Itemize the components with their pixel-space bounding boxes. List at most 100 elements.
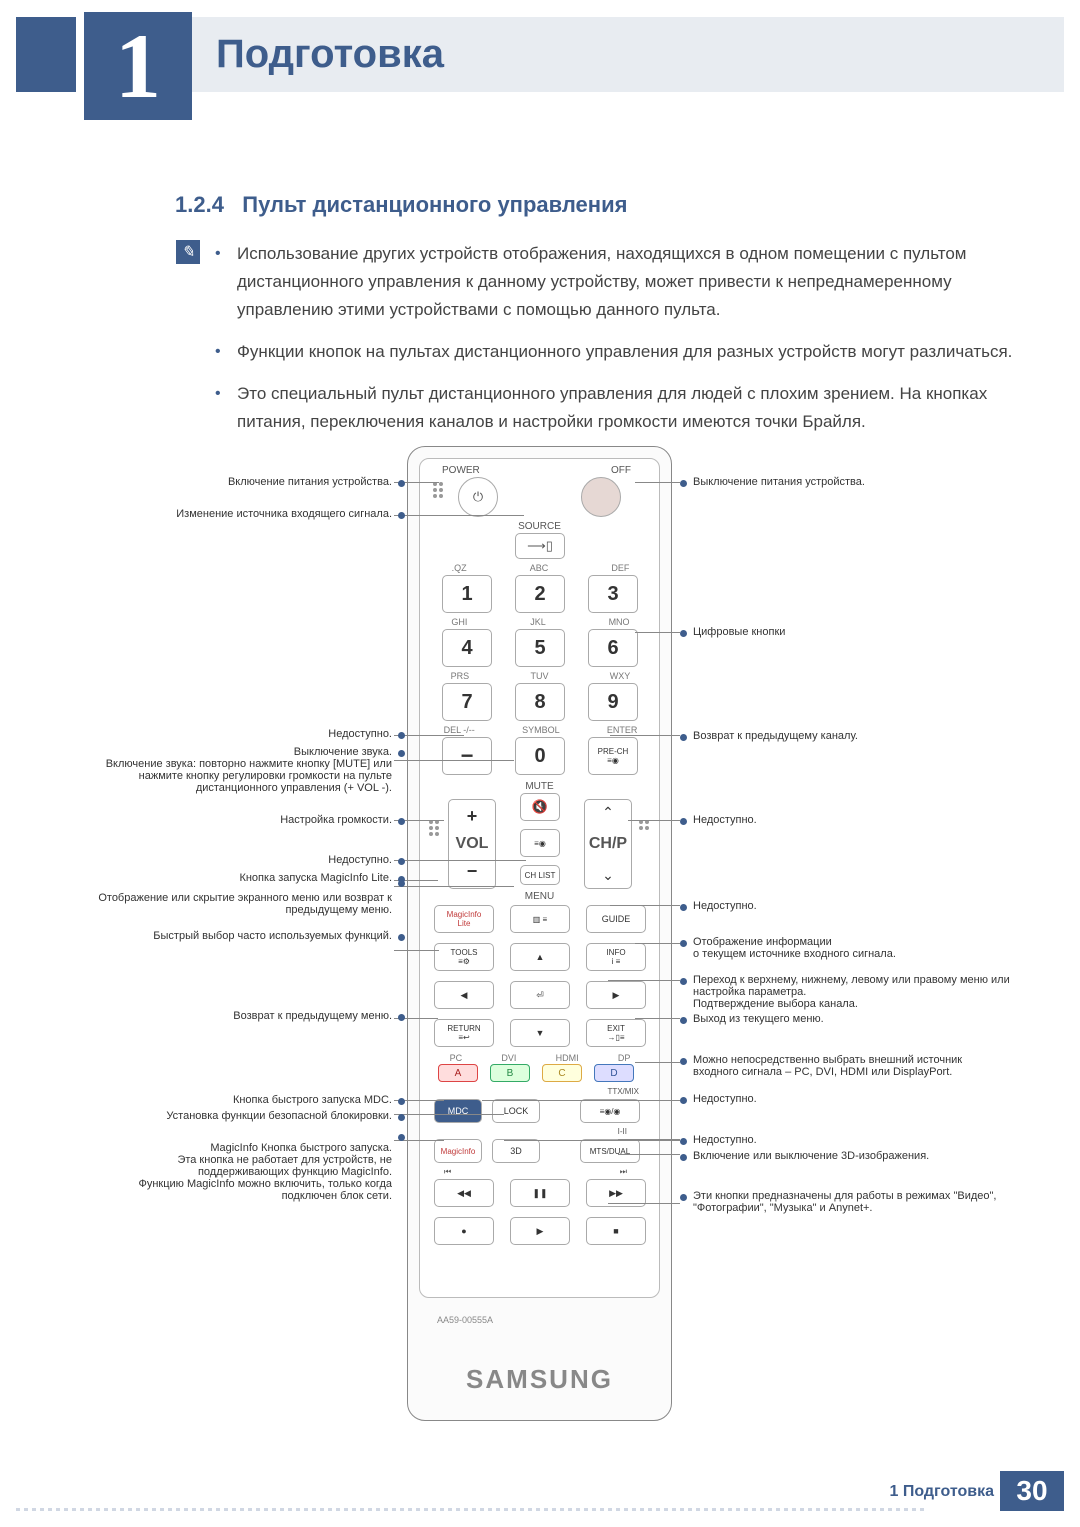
key-4[interactable]: 4 xyxy=(442,629,492,667)
power-icon: ⏻ xyxy=(473,489,483,505)
rewind-button[interactable]: ◀◀ xyxy=(434,1179,494,1207)
footer-chapter-label: 1 Подготовка xyxy=(889,1483,994,1501)
iii-label: I-II xyxy=(618,1127,627,1136)
key-5[interactable]: 5 xyxy=(515,629,565,667)
vol-button[interactable]: + VOL − xyxy=(448,799,496,889)
3d-button[interactable]: 3D xyxy=(492,1139,540,1163)
callout-chlist: Недоступно. xyxy=(328,854,392,866)
callout-ttx: Недоступно. xyxy=(693,1093,757,1105)
note-icon: ✎ xyxy=(176,240,200,264)
footer-stripe xyxy=(16,1508,924,1511)
bullet-list: Использование других устройств отображен… xyxy=(215,240,1025,450)
bullet-item: Использование других устройств отображен… xyxy=(215,240,1025,324)
key-0[interactable]: 0 xyxy=(515,737,565,775)
off-label: OFF xyxy=(611,465,631,476)
return-button[interactable]: RETURN≡↩ xyxy=(434,1019,494,1047)
chapter-number: 1 xyxy=(115,13,161,119)
source-label: SOURCE xyxy=(420,521,659,532)
chlist-button[interactable]: CH LIST xyxy=(520,865,560,885)
key-6[interactable]: 6 xyxy=(588,629,638,667)
nav-left-button[interactable]: ◀ xyxy=(434,981,494,1009)
remote: POWER OFF ⏻ SOURCE ⟶▯ .QZABCDEF 1 2 3 GH… xyxy=(407,440,672,1425)
nav-down-button[interactable]: ▼ xyxy=(510,1019,570,1047)
callout-nav: Переход к верхнему, нижнему, левому или … xyxy=(693,974,1010,1010)
menu-label: MENU xyxy=(420,891,659,902)
callout-power-off: Выключение питания устройства. xyxy=(693,476,865,488)
off-button[interactable] xyxy=(581,477,621,517)
key-minus[interactable]: − xyxy=(442,737,492,775)
callout-tools: Быстрый выбор часто используемых функций… xyxy=(153,930,392,942)
callout-vol: Настройка громкости. xyxy=(280,814,392,826)
bullet-item: Функции кнопок на пультах дистанционного… xyxy=(215,338,1025,366)
power-label: POWER xyxy=(442,465,480,476)
exit-button[interactable]: EXIT→▯≡ xyxy=(586,1019,646,1047)
record-button[interactable]: ● xyxy=(434,1217,494,1245)
prech-button[interactable]: PRE-CH≡◉ xyxy=(588,737,638,775)
magicinfo-lite-button[interactable]: MagicInfoLite xyxy=(434,905,494,933)
mute-icon: 🔇 xyxy=(532,799,548,815)
nav-enter-button[interactable]: ⏎ xyxy=(510,981,570,1009)
nav-right-button[interactable]: ▶ xyxy=(586,981,646,1009)
key-2[interactable]: 2 xyxy=(515,575,565,613)
color-buttons-row: A B C D xyxy=(438,1064,634,1082)
chapter-header: 1 Подготовка xyxy=(16,17,1064,92)
chapter-number-box: 1 xyxy=(84,12,192,120)
key-3[interactable]: 3 xyxy=(588,575,638,613)
pause-button[interactable]: ❚❚ xyxy=(510,1179,570,1207)
callout-abcd: Можно непосредственно выбрать внешний ис… xyxy=(693,1054,1010,1078)
chp-button[interactable]: ⌃ CH/P ⌄ xyxy=(584,799,632,889)
power-button[interactable]: ⏻ xyxy=(458,477,498,517)
nav-up-button[interactable]: ▲ xyxy=(510,943,570,971)
callout-source: Изменение источника входящего сигнала. xyxy=(176,508,392,520)
footer: 1 Подготовка 30 xyxy=(16,1471,1064,1511)
lock-button[interactable]: LOCK xyxy=(492,1099,540,1123)
key-7[interactable]: 7 xyxy=(442,683,492,721)
chapter-title: Подготовка xyxy=(216,32,444,77)
color-b-button[interactable]: B xyxy=(490,1064,530,1082)
callout-lock: Установка функции безопасной блокировки. xyxy=(166,1110,392,1122)
callout-playback: Эти кнопки предназначены для работы в ре… xyxy=(693,1190,1010,1214)
callout-chp: Недоступно. xyxy=(693,814,757,826)
color-a-button[interactable]: A xyxy=(438,1064,478,1082)
key-9[interactable]: 9 xyxy=(588,683,638,721)
brand-label: SAMSUNG xyxy=(407,1364,672,1395)
mts-button[interactable]: MTS/DUAL xyxy=(580,1139,640,1163)
bullet-item: Это специальный пульт дистанционного упр… xyxy=(215,380,1025,436)
stripe-left xyxy=(16,17,76,92)
remote-inner: POWER OFF ⏻ SOURCE ⟶▯ .QZABCDEF 1 2 3 GH… xyxy=(419,458,660,1298)
callout-prech: Возврат к предыдущему каналу. xyxy=(693,730,858,742)
play-button[interactable]: ▶ xyxy=(510,1217,570,1245)
ttx-small-button[interactable]: ≡◉ xyxy=(520,829,560,857)
section-title: Пульт дистанционного управления xyxy=(242,192,627,217)
menu-button[interactable]: ▥ ≡ xyxy=(510,905,570,933)
color-c-button[interactable]: C xyxy=(542,1064,582,1082)
mute-label: MUTE xyxy=(420,781,659,792)
key-1[interactable]: 1 xyxy=(442,575,492,613)
mute-button[interactable]: 🔇 xyxy=(520,793,560,821)
callout-power-on: Включение питания устройства. xyxy=(228,476,392,488)
callout-mdc: Кнопка быстрого запуска MDC. xyxy=(233,1094,392,1106)
ttx-label: TTX/MIX xyxy=(607,1087,639,1096)
ttx-button[interactable]: ≡◉/◉ xyxy=(580,1099,640,1123)
source-button[interactable]: ⟶▯ xyxy=(515,533,565,559)
guide-button[interactable]: GUIDE xyxy=(586,905,646,933)
callout-return: Возврат к предыдущему меню. xyxy=(233,1010,392,1022)
callout-mts: Недоступно. xyxy=(693,1134,757,1146)
callout-exit: Выход из текущего меню. xyxy=(693,1013,824,1025)
color-d-button[interactable]: D xyxy=(594,1064,634,1082)
stop-button[interactable]: ■ xyxy=(586,1217,646,1245)
callout-magicinfo-lite: Кнопка запуска MagicInfo Lite. xyxy=(239,872,392,884)
section-number: 1.2.4 xyxy=(175,192,224,217)
tools-button[interactable]: TOOLS≡⚙ xyxy=(434,943,494,971)
callout-menu: Отображение или скрытие экранного меню и… xyxy=(90,892,392,916)
magicinfo-button[interactable]: MagicInfo xyxy=(434,1139,482,1163)
mdc-button[interactable]: MDC xyxy=(434,1099,482,1123)
callout-magicinfo: MagicInfo Кнопка быстрого запуска. Эта к… xyxy=(90,1142,392,1202)
key-8[interactable]: 8 xyxy=(515,683,565,721)
info-button[interactable]: INFOi ≡ xyxy=(586,943,646,971)
callout-mute: Выключение звука. Включение звука: повто… xyxy=(90,746,392,794)
source-icon: ⟶▯ xyxy=(527,538,553,554)
callout-info: Отображение информации о текущем источни… xyxy=(693,936,896,960)
footer-page-number: 30 xyxy=(1000,1471,1064,1511)
callout-del: Недоступно. xyxy=(328,728,392,740)
